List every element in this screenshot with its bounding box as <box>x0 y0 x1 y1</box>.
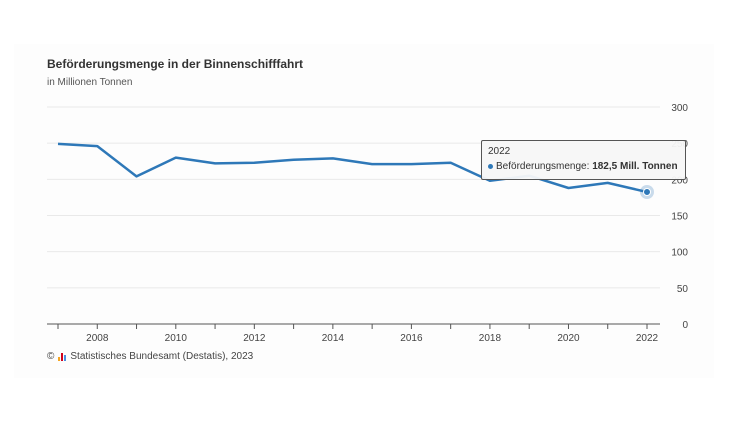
tooltip-year: 2022 <box>488 146 511 157</box>
data-point[interactable] <box>94 143 100 149</box>
tooltip-label: Beförderungsmenge: <box>496 161 590 172</box>
data-point[interactable] <box>408 161 414 167</box>
chart-tooltip: 2022 Beförderungsmenge: 182,5 Mill. Tonn… <box>481 140 686 180</box>
source-note: © Statistisches Bundesamt (Destatis), 20… <box>47 351 253 362</box>
data-point[interactable] <box>173 155 179 161</box>
x-tick-label: 2012 <box>243 333 266 344</box>
x-tick-label: 2016 <box>400 333 423 344</box>
x-tick-label: 2010 <box>165 333 188 344</box>
data-point[interactable] <box>330 155 336 161</box>
x-tick-label: 2022 <box>636 333 659 344</box>
y-tick-label: 200 <box>671 175 688 186</box>
data-point[interactable] <box>55 141 61 147</box>
y-tick-label: 100 <box>671 248 688 259</box>
data-point[interactable] <box>565 185 571 191</box>
x-tick-label: 2014 <box>322 333 345 344</box>
y-tick-label: 0 <box>682 320 688 331</box>
series-line-befoerderungsmenge[interactable] <box>57 142 648 194</box>
x-tick-label: 2020 <box>557 333 580 344</box>
copyright-icon: © <box>47 351 55 362</box>
tooltip-value: 182,5 Mill. Tonnen <box>592 161 678 172</box>
data-point[interactable] <box>291 157 297 163</box>
data-point[interactable] <box>212 160 218 166</box>
destatis-logo-icon <box>58 352 67 361</box>
data-point[interactable] <box>605 180 611 186</box>
data-point[interactable] <box>251 160 257 166</box>
y-tick-label: 50 <box>677 284 689 295</box>
chart-card <box>14 44 714 378</box>
y-tick-label: 300 <box>671 103 688 114</box>
data-point[interactable] <box>448 160 454 166</box>
data-point[interactable] <box>134 173 140 179</box>
data-point[interactable] <box>369 161 375 167</box>
x-tick-label: 2008 <box>86 333 109 344</box>
chart-subtitle: in Millionen Tonnen <box>47 77 133 88</box>
tooltip-series-dot-icon <box>488 163 493 169</box>
x-tick-label: 2018 <box>479 333 502 344</box>
chart-title: Beförderungsmenge in der Binnenschifffah… <box>47 57 304 71</box>
y-tick-label: 150 <box>671 212 688 223</box>
source-text: Statistisches Bundesamt (Destatis), 2023 <box>70 351 254 362</box>
highlighted-data-point <box>643 187 651 196</box>
